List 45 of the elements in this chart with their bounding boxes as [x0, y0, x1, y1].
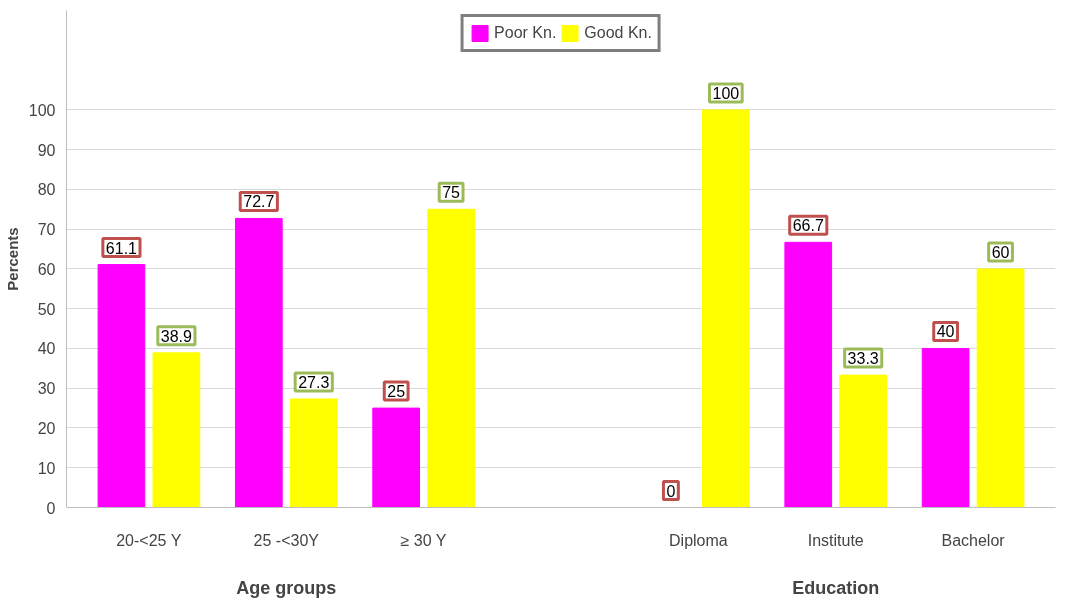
y-tick-label: 30: [37, 380, 56, 398]
data-label: 25: [387, 383, 406, 401]
bar: [289, 398, 338, 508]
data-label: 75: [442, 184, 461, 202]
data-label: 38.9: [160, 327, 193, 345]
data-label: 27.3: [298, 373, 330, 391]
data-label: 60: [991, 243, 1010, 261]
data-label: 72.7: [243, 193, 275, 211]
x-tick-label: Diploma: [669, 531, 728, 549]
y-tick-label: 50: [37, 300, 56, 318]
data-label: 100: [712, 84, 740, 102]
data-label: 66.7: [792, 217, 824, 235]
text: Age groups: [236, 577, 337, 598]
bar: [839, 374, 888, 508]
y-tick-label: 70: [37, 221, 56, 239]
x-tick-label: Bachelor: [941, 531, 1006, 549]
legend-label: Poor Kn.: [494, 24, 557, 42]
x-tick-label: ≥ 30 Y: [400, 531, 447, 549]
bar: [701, 109, 750, 508]
bar: [427, 208, 475, 508]
y-tick-label: 80: [37, 181, 56, 199]
y-tick-label: 0: [46, 499, 56, 517]
text: Education: [792, 577, 880, 598]
bar: [976, 268, 1025, 508]
y-tick-label: 100: [28, 101, 56, 119]
x-tick-label: 20-<25 Y: [116, 531, 182, 549]
bar: [921, 347, 970, 508]
bar: [784, 241, 833, 508]
data-label: 40: [936, 323, 955, 341]
bar: [152, 352, 201, 508]
y-tick-label: 20: [37, 419, 56, 437]
data-label: 61.1: [105, 239, 138, 257]
y-tick-label: 40: [37, 340, 56, 358]
legend-label: Good Kn.: [584, 24, 652, 42]
x-tick-label: 25 -<30Y: [253, 531, 320, 549]
data-label: 0: [666, 482, 676, 500]
bar: [372, 407, 421, 508]
data-label: 33.3: [847, 350, 879, 368]
x-tick-label: Institute: [807, 531, 864, 549]
y-tick-label: 60: [37, 260, 56, 278]
bar: [97, 264, 146, 508]
y-tick-label: 10: [37, 459, 56, 477]
y-tick-label: 90: [37, 141, 56, 159]
y-axis-title: Percents: [3, 227, 21, 291]
bar: [234, 217, 283, 508]
